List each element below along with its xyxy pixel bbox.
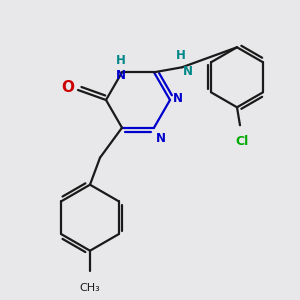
Text: N: N: [116, 69, 126, 82]
Text: N: N: [156, 132, 166, 145]
Text: O: O: [61, 80, 74, 94]
Text: N: N: [173, 92, 183, 106]
Text: CH₃: CH₃: [80, 283, 100, 293]
Text: N: N: [183, 65, 193, 78]
Text: H: H: [116, 54, 126, 67]
Text: Cl: Cl: [236, 135, 249, 148]
Text: H: H: [176, 49, 186, 62]
